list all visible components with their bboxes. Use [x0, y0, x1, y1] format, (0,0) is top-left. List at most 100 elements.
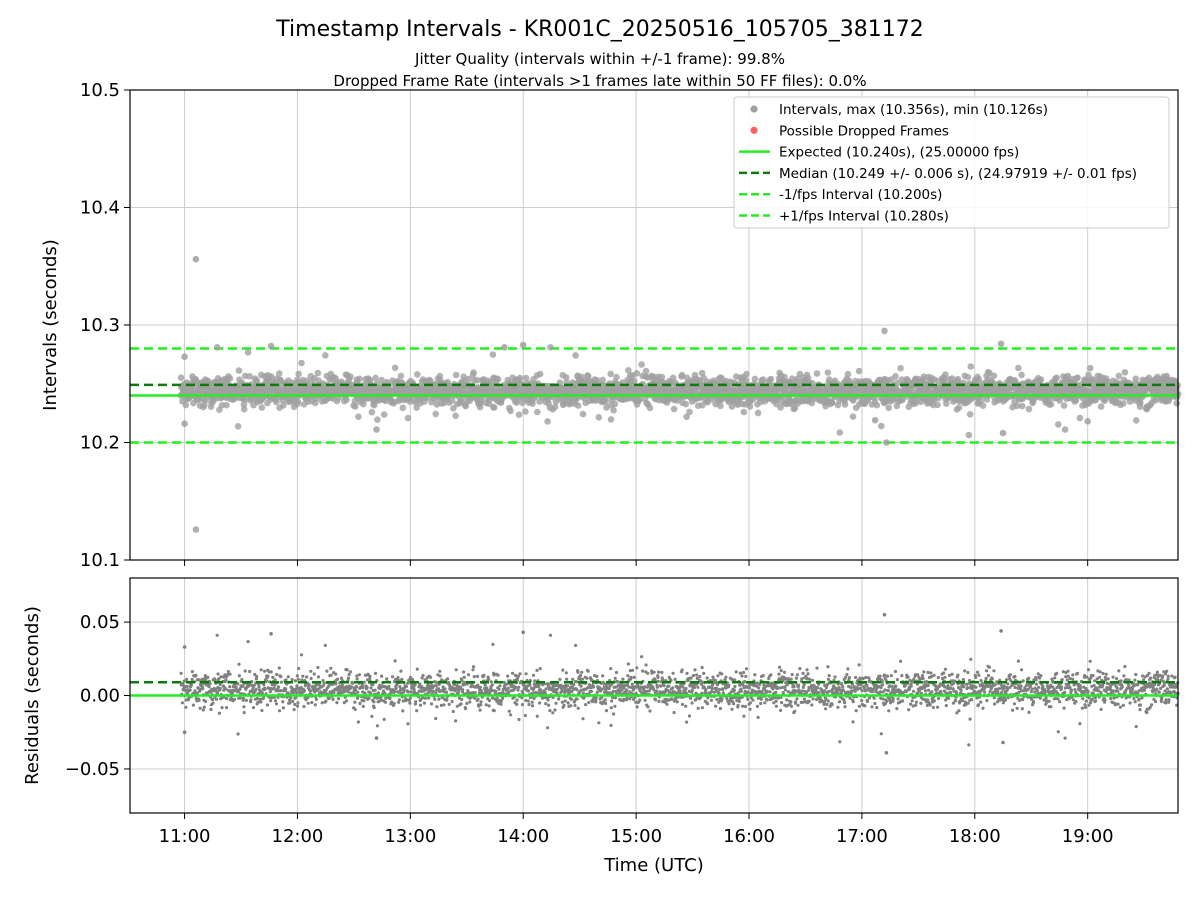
- residual-point: [377, 691, 380, 694]
- interval-point: [968, 363, 975, 370]
- residual-point: [597, 721, 600, 724]
- residual-point: [280, 689, 283, 692]
- residual-point: [535, 669, 538, 672]
- residual-point: [439, 674, 442, 677]
- residual-point: [423, 702, 426, 705]
- interval-point: [768, 376, 775, 383]
- interval-point: [991, 372, 998, 379]
- residual-point: [273, 687, 276, 690]
- residual-point: [238, 674, 241, 677]
- residual-point: [464, 707, 467, 710]
- residual-point: [684, 687, 687, 690]
- interval-point: [610, 407, 617, 414]
- legend-label: Intervals, max (10.356s), min (10.126s): [779, 102, 1048, 118]
- residual-point: [679, 689, 682, 692]
- residual-point: [224, 678, 227, 681]
- interval-point: [1077, 415, 1084, 422]
- residual-point: [544, 702, 547, 705]
- interval-point: [1015, 365, 1022, 372]
- residual-point: [324, 644, 327, 647]
- residual-point: [385, 677, 388, 680]
- residual-point: [295, 691, 298, 694]
- interval-point: [1173, 400, 1180, 407]
- residual-point: [656, 686, 659, 689]
- residual-point: [357, 720, 360, 723]
- interval-point: [236, 367, 243, 374]
- interval-point: [845, 371, 852, 378]
- residual-point: [329, 667, 332, 670]
- residual-point: [614, 677, 617, 680]
- residual-point: [539, 688, 542, 691]
- interval-point: [227, 375, 234, 382]
- residual-point: [351, 682, 354, 685]
- residual-point: [685, 721, 688, 724]
- residual-point: [368, 675, 371, 678]
- residual-point: [567, 701, 570, 704]
- residual-point: [657, 680, 660, 683]
- legend: Intervals, max (10.356s), min (10.126s)P…: [734, 97, 1169, 228]
- residual-point: [596, 691, 599, 694]
- residual-point: [362, 699, 365, 702]
- residual-point: [448, 703, 451, 706]
- residual-point: [486, 689, 489, 692]
- residual-point: [358, 673, 361, 676]
- interval-point: [647, 405, 654, 412]
- residual-point: [287, 675, 290, 678]
- interval-point: [885, 405, 892, 412]
- residual-point: [244, 669, 247, 672]
- interval-point: [259, 404, 266, 411]
- residual-point: [313, 672, 316, 675]
- interval-point: [295, 398, 302, 405]
- residual-point: [321, 701, 324, 704]
- interval-point: [534, 409, 541, 416]
- residual-point: [653, 671, 656, 674]
- legend-label: Median (10.249 +/- 0.006 s), (24.97919 +…: [779, 166, 1137, 182]
- residual-point: [296, 704, 299, 707]
- interval-point: [355, 413, 362, 420]
- residual-point: [660, 671, 663, 674]
- residual-point: [631, 669, 634, 672]
- residual-point: [391, 675, 394, 678]
- residual-point: [719, 707, 722, 710]
- interval-point: [529, 400, 536, 407]
- interval-point: [1026, 406, 1033, 413]
- residual-point: [233, 698, 236, 701]
- residual-point: [562, 704, 565, 707]
- residual-point: [460, 698, 463, 701]
- residual-point: [491, 683, 494, 686]
- residual-point: [242, 705, 245, 708]
- residual-point: [507, 687, 510, 690]
- residual-point: [646, 672, 649, 675]
- residual-point: [211, 702, 214, 705]
- residual-point: [371, 683, 374, 686]
- residual-point: [416, 668, 419, 671]
- interval-point: [392, 365, 399, 372]
- interval-point: [956, 404, 963, 411]
- residual-point: [334, 672, 337, 675]
- residual-point: [692, 674, 695, 677]
- residual-point: [247, 640, 250, 643]
- interval-point: [537, 371, 544, 378]
- residual-point: [202, 708, 205, 711]
- residual-point: [353, 701, 356, 704]
- interval-point: [829, 400, 836, 407]
- residual-point: [657, 700, 660, 703]
- interval-point: [1053, 375, 1060, 382]
- residual-point: [549, 634, 552, 637]
- interval-point: [343, 397, 350, 404]
- residual-point: [380, 675, 383, 678]
- residual-point: [615, 671, 618, 674]
- residual-point: [577, 707, 580, 710]
- residual-point: [374, 672, 377, 675]
- residual-point: [697, 707, 700, 710]
- interval-point: [374, 416, 381, 423]
- residual-point: [635, 666, 638, 669]
- interval-point: [381, 411, 388, 418]
- interval-point: [315, 370, 322, 377]
- residual-point: [373, 706, 376, 709]
- residual-point: [476, 675, 479, 678]
- residual-point: [199, 707, 202, 710]
- interval-point: [1019, 403, 1026, 410]
- residual-point: [746, 698, 749, 701]
- residual-point: [590, 690, 593, 693]
